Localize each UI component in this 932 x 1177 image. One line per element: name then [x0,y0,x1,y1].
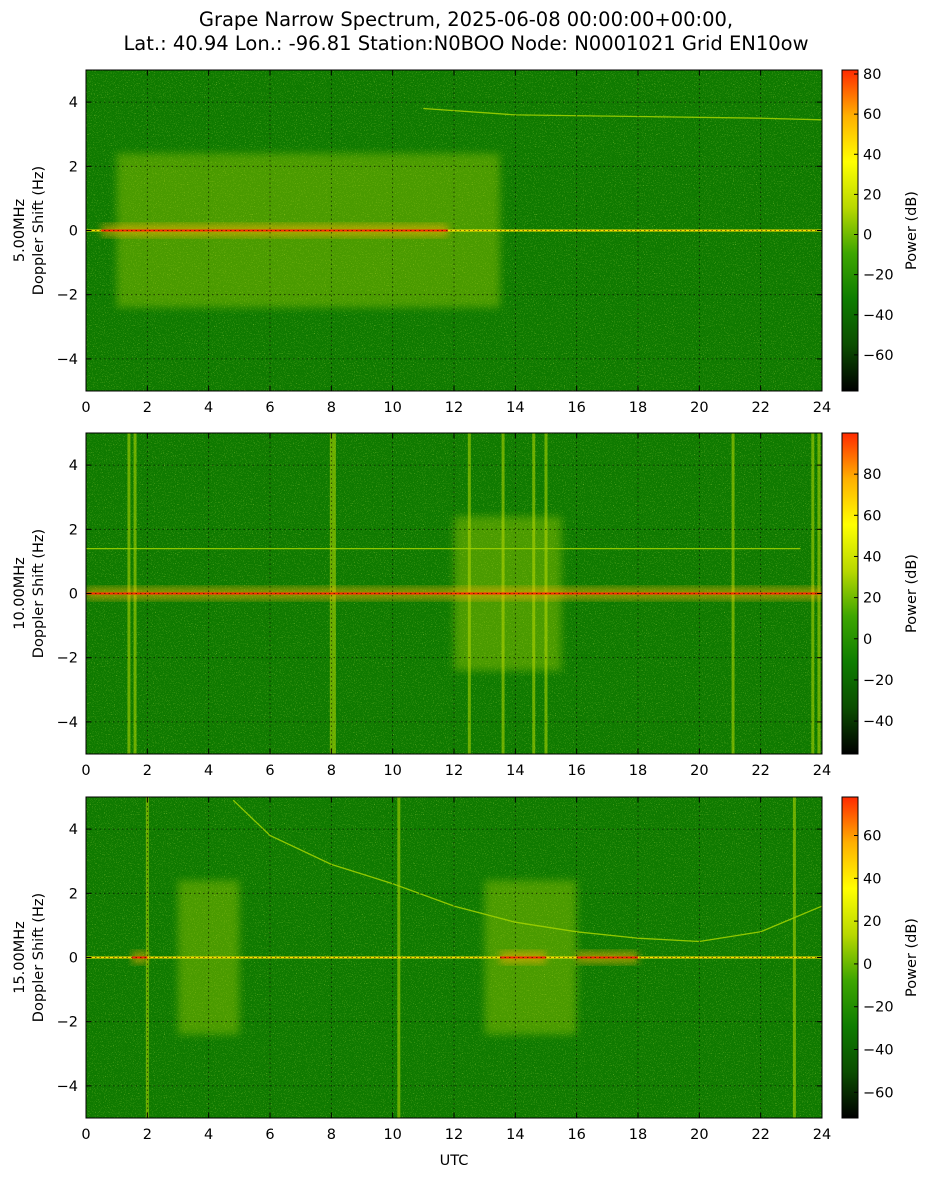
colorbar [841,796,859,1119]
colorbar-tick-label: −20 [863,268,894,284]
y-tick-label: 0 [69,587,78,603]
x-tick-label: 16 [567,400,585,416]
colorbar-tick-label: 60 [863,829,881,845]
x-tick-label: 6 [265,763,274,779]
x-tick-label: 12 [445,763,463,779]
x-tick-label: 18 [629,400,647,416]
y-tick-label: 0 [69,951,78,967]
doppler-trace [232,799,822,943]
y-tick-label: −2 [57,288,78,304]
y-tick-label: −4 [57,352,78,368]
colorbar-tick-label: −60 [863,348,894,364]
colorbar-tick-label: −40 [863,1043,894,1059]
x-tick-label: 12 [445,400,463,416]
x-tick-label: 8 [327,400,336,416]
y-axis-label: Doppler Shift (Hz) [31,893,47,1022]
x-tick-label: 10 [383,763,401,779]
x-tick-label: 24 [813,400,831,416]
y-tick-label: 4 [69,822,78,838]
x-tick-label: 24 [813,763,831,779]
colorbar-tick-label: 60 [863,107,881,123]
x-tick-label: 4 [204,1127,213,1143]
colorbar-tick-label: 20 [863,914,881,930]
colorbar-tick-label: 0 [863,228,872,244]
x-tick-label: 10 [383,1127,401,1143]
x-tick-label: 4 [204,400,213,416]
x-tick-label: 20 [690,400,708,416]
x-tick-label: 18 [629,1127,647,1143]
x-tick-label: 0 [81,400,90,416]
figure-title-line-2: Lat.: 40.94 Lon.: -96.81 Station:N0BOO N… [123,32,809,55]
figure-title-line-1: Grape Narrow Spectrum, 2025-06-08 00:00:… [198,8,734,31]
x-tick-label: 4 [204,763,213,779]
colorbar-tick-label: −20 [863,673,894,689]
colorbar-tick-label: 0 [863,957,872,973]
y-axis-label: 10.00MHz [12,557,28,630]
x-tick-label: 24 [813,1127,831,1143]
y-tick-label: 4 [69,95,78,111]
x-tick-label: 8 [327,763,336,779]
colorbar-tick-label: −40 [863,308,894,324]
x-tick-label: 14 [506,763,524,779]
x-tick-label: 20 [690,763,708,779]
colorbar-tick-label: 60 [863,508,881,524]
x-tick-label: 2 [143,400,152,416]
colorbar-tick-label: 20 [863,187,881,203]
colorbar-tick-label: −20 [863,1000,894,1016]
x-tick-label: 10 [383,400,401,416]
y-tick-label: 0 [69,224,78,240]
x-tick-label: 22 [751,400,769,416]
y-tick-label: 4 [69,458,78,474]
x-tick-label: 16 [567,1127,585,1143]
y-tick-label: 2 [69,159,78,175]
colorbar-tick-label: −40 [863,714,894,730]
y-axis-label: 5.00MHz [12,199,28,262]
colorbar-label: Power (dB) [904,918,920,997]
x-tick-label: 6 [265,1127,274,1143]
colorbar-tick-label: 20 [863,591,881,607]
y-axis-label: 15.00MHz [12,921,28,994]
x-tick-label: 12 [445,1127,463,1143]
x-tick-label: 16 [567,763,585,779]
y-tick-label: 2 [69,886,78,902]
y-tick-label: 2 [69,522,78,538]
colorbar-tick-label: 40 [863,147,881,163]
x-tick-label: 22 [751,763,769,779]
y-tick-label: −2 [57,651,78,667]
x-tick-label: 2 [143,763,152,779]
y-tick-label: −4 [57,1079,78,1095]
x-tick-label: 6 [265,400,274,416]
x-tick-label: 0 [81,1127,90,1143]
colorbar-tick-label: 80 [863,67,881,83]
colorbar-tick-label: 40 [863,871,881,887]
colorbar [841,432,859,755]
y-axis-label: Doppler Shift (Hz) [31,166,47,295]
y-axis-label: Doppler Shift (Hz) [31,529,47,658]
colorbar-tick-label: 80 [863,467,881,483]
x-tick-label: 20 [690,1127,708,1143]
x-tick-label: 18 [629,763,647,779]
colorbar [841,69,859,392]
x-tick-label: 0 [81,763,90,779]
colorbar-tick-label: 0 [863,632,872,648]
y-tick-label: −2 [57,1015,78,1031]
x-tick-label: 14 [506,400,524,416]
x-tick-label: 2 [143,1127,152,1143]
colorbar-tick-label: 40 [863,549,881,565]
colorbar-label: Power (dB) [904,554,920,633]
y-tick-label: −4 [57,715,78,731]
x-tick-label: 14 [506,1127,524,1143]
x-axis-label: UTC [440,1153,469,1169]
x-tick-label: 22 [751,1127,769,1143]
colorbar-tick-label: −60 [863,1085,894,1101]
x-tick-label: 8 [327,1127,336,1143]
colorbar-label: Power (dB) [904,191,920,270]
